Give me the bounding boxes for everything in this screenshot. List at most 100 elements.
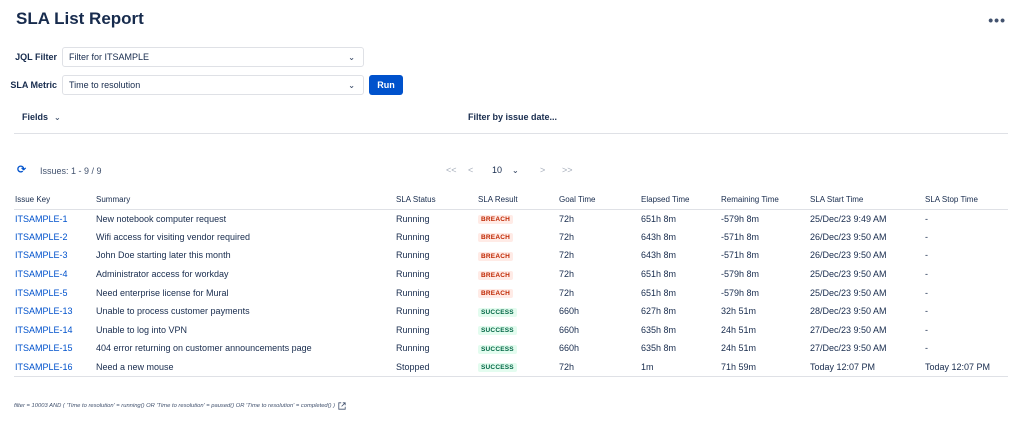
jql-filter-label: JQL Filter — [15, 52, 57, 62]
fields-label: Fields — [22, 112, 49, 122]
prev-page-button[interactable]: < — [468, 165, 474, 175]
issue-key-link[interactable]: ITSAMPLE-16 — [15, 361, 73, 372]
cell-sla-result: SUCCESS — [477, 302, 558, 321]
cell-issue-key: ITSAMPLE-2 — [14, 228, 95, 247]
cell-remaining-time: 24h 51m — [721, 324, 757, 335]
external-link-icon[interactable] — [338, 402, 346, 410]
table-row: ITSAMPLE-1 New notebook computer request R… — [14, 209, 1008, 228]
cell-sla-start-time: 28/Dec/23 9:50 AM — [810, 306, 887, 317]
cell-sla-start-time: 27/Dec/23 9:50 AM — [810, 324, 887, 335]
sla-result-badge: BREACH — [478, 233, 514, 243]
issues-count: Issues: 1 - 9 / 9 — [40, 166, 102, 176]
cell-elapsed-time: 643h 8m — [641, 250, 677, 261]
sla-result-badge: SUCCESS — [478, 307, 517, 317]
issue-key-link[interactable]: ITSAMPLE-3 — [15, 250, 68, 261]
issue-key-link[interactable]: ITSAMPLE-4 — [15, 269, 68, 280]
issue-key-link[interactable]: ITSAMPLE-5 — [15, 287, 68, 298]
issue-key-link[interactable]: ITSAMPLE-2 — [15, 231, 68, 242]
cell-sla-stop-time: - — [925, 324, 928, 335]
cell-sla-result: BREACH — [477, 265, 558, 284]
pagination: << < 10 ⌄ > >> — [446, 165, 573, 175]
table-header-row: Issue Key Summary SLA Status SLA Result … — [14, 191, 1008, 210]
cell-sla-start-time: 27/Dec/23 9:50 AM — [810, 343, 887, 354]
cell-sla-status: Running — [396, 250, 430, 261]
first-page-button[interactable]: << — [446, 165, 457, 175]
col-header-goal-time[interactable]: Goal Time — [558, 191, 640, 210]
run-button[interactable]: Run — [369, 75, 403, 95]
sla-result-badge: SUCCESS — [478, 326, 517, 336]
col-header-remaining-time[interactable]: Remaining Time — [720, 191, 809, 210]
cell-sla-stop-time: - — [925, 231, 928, 242]
issue-key-link[interactable]: ITSAMPLE-13 — [15, 306, 73, 317]
table-row: ITSAMPLE-13 Unable to process customer pa… — [14, 302, 1008, 321]
jql-filter-select[interactable]: Filter for ITSAMPLE ⌄ — [62, 47, 364, 67]
col-header-sla-start-time[interactable]: SLA Start Time — [809, 191, 924, 210]
fields-dropdown[interactable]: Fields ⌄ — [22, 112, 61, 122]
cell-sla-stop-time: - — [925, 306, 928, 317]
sla-metric-row: SLA Metric Time to resolution ⌄ Run — [0, 75, 403, 95]
jql-footer: filter = 10003 AND ( 'Time to resolution… — [14, 402, 346, 410]
cell-sla-status: Running — [396, 231, 430, 242]
issue-key-link[interactable]: ITSAMPLE-15 — [15, 343, 73, 354]
cell-sla-status: Running — [396, 324, 430, 335]
cell-sla-status: Running — [396, 306, 430, 317]
cell-elapsed-time: 651h 8m — [641, 213, 677, 224]
cell-remaining-time: -579h 8m — [721, 269, 760, 280]
more-actions-icon[interactable]: ••• — [988, 12, 1006, 28]
issue-key-link[interactable]: ITSAMPLE-14 — [15, 324, 73, 335]
sla-metric-select[interactable]: Time to resolution ⌄ — [62, 75, 364, 95]
cell-goal-time: 660h — [559, 324, 580, 335]
cell-sla-stop-time: - — [925, 269, 928, 280]
cell-elapsed-time: 651h 8m — [641, 269, 677, 280]
col-header-sla-stop-time[interactable]: SLA Stop Time — [924, 191, 1008, 210]
cell-goal-time: 72h — [559, 213, 575, 224]
cell-issue-key: ITSAMPLE-13 — [14, 302, 95, 321]
cell-sla-result: SUCCESS — [477, 321, 558, 340]
cell-remaining-time: -579h 8m — [721, 213, 760, 224]
cell-issue-key: ITSAMPLE-1 — [14, 209, 95, 228]
cell-summary: Need enterprise license for Mural — [96, 287, 229, 298]
cell-summary: John Doe starting later this month — [96, 250, 231, 261]
cell-issue-key: ITSAMPLE-3 — [14, 246, 95, 265]
table-row: ITSAMPLE-16 Need a new mouse Stopped SUCCES… — [14, 357, 1008, 377]
table-row: ITSAMPLE-4 Administrator access for workd… — [14, 265, 1008, 284]
col-header-issue-key[interactable]: Issue Key — [14, 191, 95, 210]
cell-sla-stop-time: - — [925, 343, 928, 354]
cell-sla-result: BREACH — [477, 209, 558, 228]
cell-elapsed-time: 627h 8m — [641, 306, 677, 317]
col-header-sla-status[interactable]: SLA Status — [395, 191, 477, 210]
page-size-select[interactable]: 10 ⌄ — [492, 165, 540, 175]
cell-goal-time: 660h — [559, 306, 580, 317]
cell-elapsed-time: 643h 8m — [641, 231, 677, 242]
cell-sla-stop-time: - — [925, 213, 928, 224]
col-header-sla-result[interactable]: SLA Result — [477, 191, 558, 210]
cell-sla-status: Running — [396, 343, 430, 354]
next-page-button[interactable]: > — [540, 165, 546, 175]
cell-sla-result: BREACH — [477, 283, 558, 302]
cell-goal-time: 72h — [559, 269, 575, 280]
sla-result-badge: SUCCESS — [478, 344, 517, 354]
table-row: ITSAMPLE-15 404 error returning on custom… — [14, 339, 1008, 358]
cell-sla-stop-time: - — [925, 287, 928, 298]
cell-remaining-time: 24h 51m — [721, 343, 757, 354]
issue-key-link[interactable]: ITSAMPLE-1 — [15, 213, 68, 224]
table-row: ITSAMPLE-14 Unable to log into VPN Running… — [14, 321, 1008, 340]
cell-remaining-time: 32h 51m — [721, 306, 757, 317]
refresh-icon[interactable]: ⟳ — [17, 164, 27, 176]
page-title: SLA List Report — [16, 9, 144, 28]
cell-issue-key: ITSAMPLE-15 — [14, 339, 95, 358]
sla-result-badge: BREACH — [478, 215, 514, 225]
last-page-button[interactable]: >> — [562, 165, 573, 175]
cell-summary: Need a new mouse — [95, 357, 395, 377]
cell-sla-result: BREACH — [477, 246, 558, 265]
cell-sla-start-time: 25/Dec/23 9:50 AM — [810, 287, 887, 298]
cell-sla-status: Running — [396, 213, 430, 224]
col-header-summary[interactable]: Summary — [95, 191, 395, 210]
col-header-elapsed-time[interactable]: Elapsed Time — [640, 191, 720, 210]
cell-goal-time: 660h — [559, 343, 580, 354]
divider — [14, 133, 1008, 134]
cell-sla-result: SUCCESS — [477, 339, 558, 358]
filter-by-issue-date[interactable]: Filter by issue date... — [468, 112, 558, 122]
cell-sla-result: BREACH — [477, 228, 558, 247]
cell-sla-stop-time: Today 12:07 PM — [924, 357, 1008, 377]
